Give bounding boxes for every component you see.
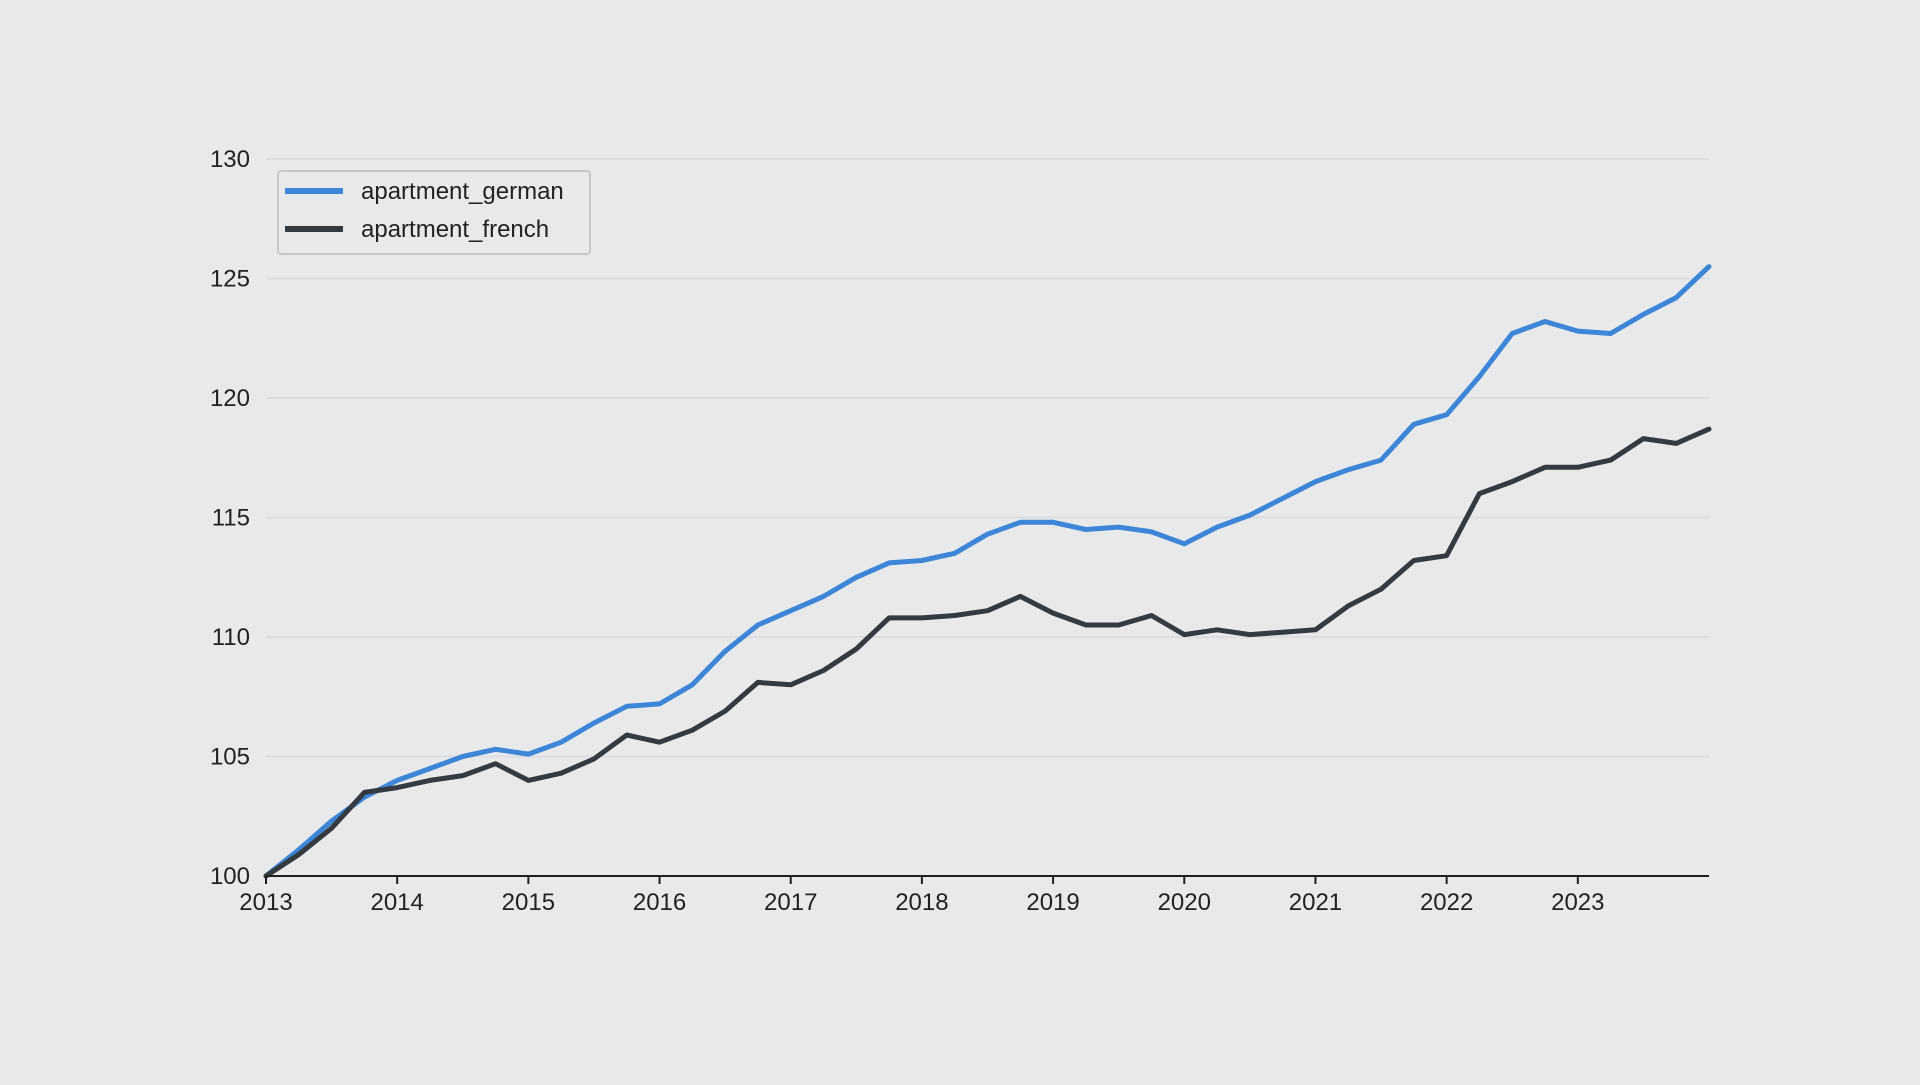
legend-label-apartment-french: apartment_french <box>361 216 549 243</box>
y-tick-label: 110 <box>212 624 250 651</box>
gridlines <box>266 158 1709 758</box>
x-tick-label: 2018 <box>895 889 948 916</box>
x-tick-label: 2019 <box>1026 889 1079 916</box>
x-tick-label: 2021 <box>1289 889 1342 916</box>
series-line-apartment-german <box>263 264 1712 879</box>
x-tick-label: 2022 <box>1420 889 1473 916</box>
x-tick-label: 2016 <box>633 889 686 916</box>
x-tick-label: 2014 <box>370 889 423 916</box>
x-tick-label: 2017 <box>764 889 817 916</box>
y-tick-label: 100 <box>210 863 250 890</box>
y-tick-label: 130 <box>210 146 250 173</box>
x-tick-label: 2020 <box>1158 889 1211 916</box>
x-tick-label: 2015 <box>502 889 555 916</box>
x-axis: 2013 2014 2015 2016 2017 2018 2019 2020 2021 2022… <box>239 875 1709 916</box>
y-tick-label: 125 <box>210 266 250 293</box>
x-tick-label: 2013 <box>239 889 292 916</box>
legend-label-apartment-german: apartment_german <box>361 178 564 205</box>
y-tick-label: 105 <box>210 744 250 771</box>
y-axis-tick-labels: 100 105 110 115 120 125 130 <box>210 146 250 890</box>
series-line-apartment-french <box>263 426 1712 879</box>
y-tick-label: 115 <box>212 505 250 532</box>
series-lines <box>263 264 1712 879</box>
y-tick-label: 120 <box>210 385 250 412</box>
x-tick-label: 2023 <box>1551 889 1604 916</box>
legend: apartment_german apartment_french <box>277 170 591 255</box>
legend-box <box>277 170 591 255</box>
